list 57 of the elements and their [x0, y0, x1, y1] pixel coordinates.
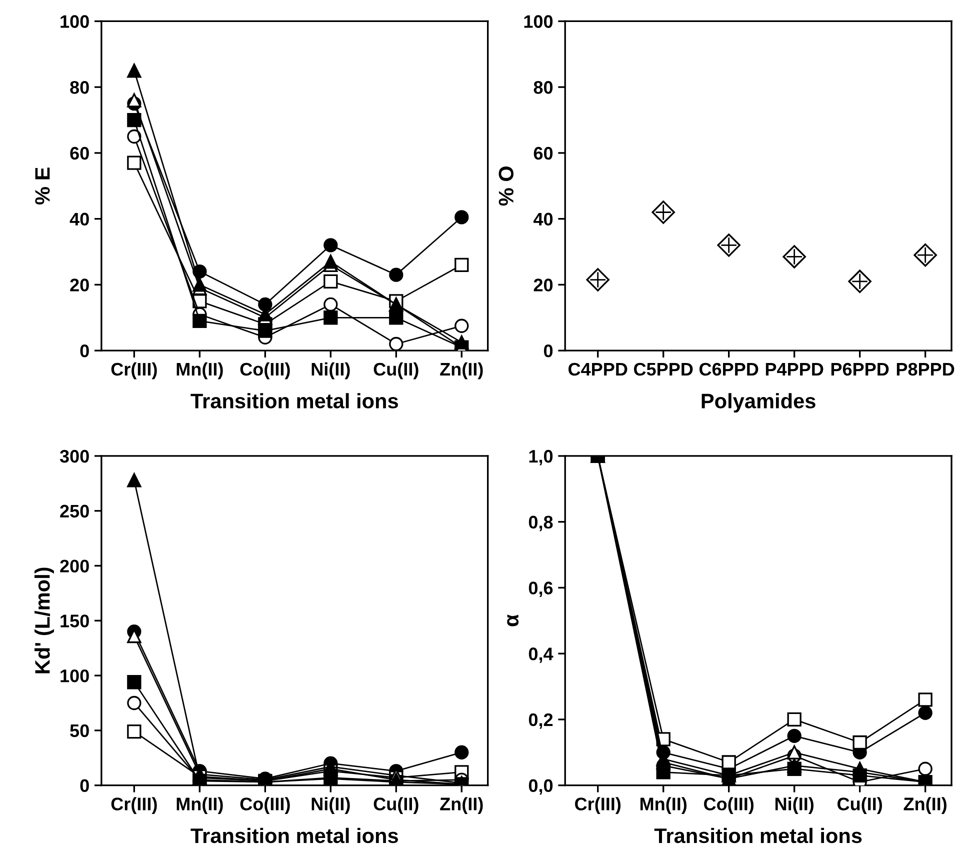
- x-tick-label: Cu(II): [838, 797, 882, 814]
- x-tick-label: Mn(II): [640, 797, 687, 814]
- y-tick-label: 0,6: [528, 582, 553, 598]
- y-tick-label: 100: [524, 15, 553, 28]
- y-axis-title: % O: [498, 166, 514, 206]
- y-tick-label: 1,0: [529, 450, 553, 466]
- x-tick-label: P6PPD: [831, 362, 889, 376]
- x-tick-label: C4PPD: [568, 362, 628, 376]
- x-tick-label: Zn(II): [440, 362, 483, 380]
- y-tick-label: 0,8: [528, 516, 553, 532]
- x-tick-label: Ni(II): [312, 362, 350, 380]
- y-axis-title: % E: [35, 168, 50, 204]
- x-tick-label: Cr(III): [111, 362, 157, 380]
- x-tick-label: Co(III): [240, 797, 290, 814]
- x-tick-label: Cr(III): [111, 797, 157, 814]
- x-tick-label: Mn(II): [176, 362, 223, 380]
- y-tick-label: 0: [80, 344, 89, 358]
- y-tick-label: 50: [70, 724, 89, 738]
- y-tick-label: 40: [70, 212, 89, 226]
- x-axis-title: Transition metal ions: [190, 828, 398, 844]
- y-tick-label: 250: [60, 504, 89, 518]
- y-tick-label: 40: [533, 212, 553, 226]
- y-tick-label: 60: [534, 146, 553, 160]
- y-tick-label: 300: [60, 450, 89, 463]
- x-tick-label: Ni(II): [312, 797, 350, 814]
- y-tick-label: 20: [534, 278, 553, 292]
- x-tick-label: P4PPD: [766, 363, 824, 376]
- y-tick-label: 150: [60, 614, 89, 628]
- x-tick-label: Cr(III): [575, 797, 621, 814]
- y-tick-label: 100: [60, 669, 89, 682]
- x-tick-label: P8PPD: [896, 362, 954, 376]
- y-tick-label: 80: [534, 81, 553, 94]
- x-tick-label: C5PPD: [634, 362, 693, 376]
- y-tick-label: 100: [60, 15, 89, 28]
- y-tick-label: 0: [544, 344, 553, 358]
- x-tick-label: Co(III): [240, 362, 290, 380]
- y-tick-label: 200: [60, 560, 89, 572]
- y-axis-title: Kd' (L/mol): [34, 568, 54, 674]
- y-tick-label: 0,4: [528, 648, 554, 663]
- x-tick-label: Zn(II): [904, 797, 946, 814]
- y-tick-label: 0,2: [528, 713, 553, 729]
- x-tick-label: C6PPD: [699, 362, 758, 376]
- x-axis-title: Polyamides: [702, 393, 816, 413]
- x-tick-label: Cu(II): [374, 362, 418, 380]
- x-tick-label: Zn(II): [440, 797, 483, 814]
- x-tick-label: Co(III): [704, 797, 754, 814]
- y-tick-label: 80: [70, 81, 89, 94]
- x-tick-label: Mn(II): [176, 797, 223, 814]
- y-tick-label: 0: [80, 779, 89, 792]
- y-axis-title: α: [507, 614, 519, 626]
- x-axis-title: Transition metal ions: [654, 828, 862, 844]
- x-tick-label: Ni(II): [775, 797, 814, 814]
- y-tick-label: 60: [70, 146, 89, 160]
- y-tick-label: 0,0: [528, 779, 553, 795]
- x-axis-title: Transition metal ions: [190, 393, 398, 408]
- x-tick-label: Cu(II): [374, 797, 418, 814]
- y-tick-label: 20: [70, 278, 89, 292]
